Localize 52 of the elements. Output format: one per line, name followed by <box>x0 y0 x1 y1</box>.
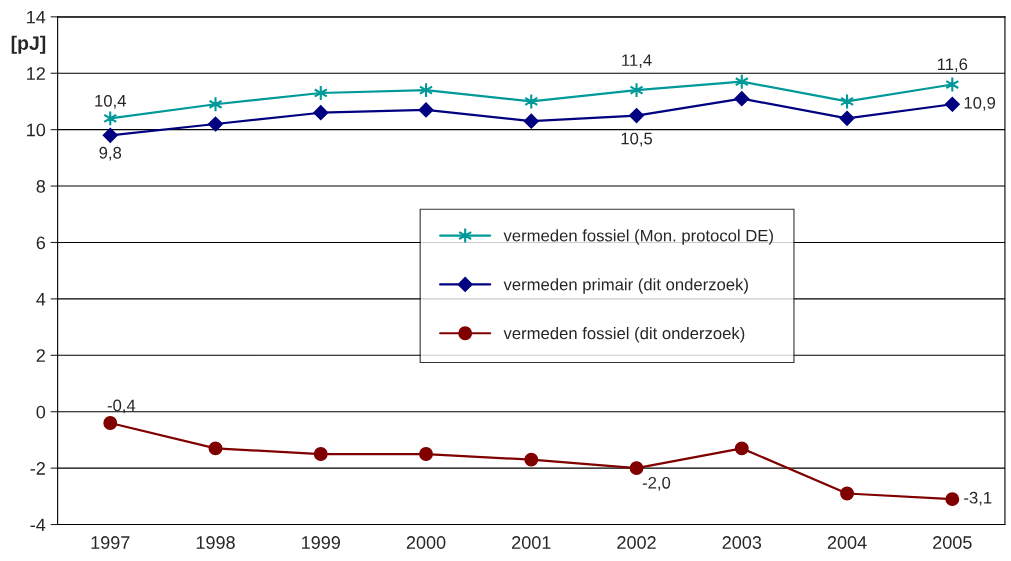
y-tick-label: -2 <box>30 462 45 475</box>
x-tick-label: 1998 <box>196 536 235 549</box>
point <box>208 441 223 456</box>
x-tick-label: 1997 <box>91 536 130 549</box>
x-tick-label: 2004 <box>827 536 867 549</box>
y-tick-label: 4 <box>36 293 46 306</box>
y-tick-label: -4 <box>30 518 46 532</box>
point <box>629 82 644 99</box>
data-label: 11,6 <box>937 58 968 73</box>
point <box>839 110 855 126</box>
point <box>523 113 539 129</box>
y-tick-label: 12 <box>27 67 45 80</box>
point <box>944 96 960 112</box>
x-tick-label: 2002 <box>617 536 656 549</box>
y-tick-label: 0 <box>36 405 46 419</box>
point <box>313 105 329 121</box>
point <box>524 452 539 467</box>
y-tick-label: 14 <box>27 10 46 24</box>
data-label: 11,4 <box>622 54 652 69</box>
x-tick-label: 2003 <box>722 536 762 549</box>
point <box>103 416 118 430</box>
y-tick-label: 10 <box>27 123 46 137</box>
y-tick-label: 6 <box>36 236 46 250</box>
legend-label: vermeden fossiel (dit onderzoek) <box>503 327 745 343</box>
data-label: -3,1 <box>964 491 992 506</box>
point <box>734 91 750 107</box>
x-tick-label: 2005 <box>933 536 972 549</box>
point <box>208 96 223 113</box>
point <box>945 492 960 507</box>
point <box>313 447 328 461</box>
legend-label: vermeden primair (dit onderzoek) <box>503 278 748 294</box>
data-label: 10,5 <box>621 132 653 147</box>
x-tick-label: 1999 <box>302 536 340 549</box>
point <box>102 127 118 143</box>
y-axis-title: [pJ] <box>11 35 46 54</box>
legend-label: vermeden fossiel (Mon. protocol DE) <box>503 229 773 245</box>
point <box>207 116 224 132</box>
point <box>734 441 749 456</box>
data-label: -2,0 <box>642 476 671 491</box>
y-tick-label: 2 <box>36 349 45 362</box>
point <box>418 102 434 118</box>
x-tick-label: 2000 <box>406 536 446 549</box>
data-label: 10,9 <box>964 96 996 111</box>
data-label: -0,4 <box>107 399 136 414</box>
data-label: 9,8 <box>99 146 122 161</box>
y-tick-label: 8 <box>36 180 46 193</box>
x-tick-label: 2001 <box>512 536 551 549</box>
point <box>628 107 645 124</box>
point <box>419 447 433 461</box>
data-label: 10,4 <box>95 94 126 109</box>
point <box>629 461 644 476</box>
point <box>840 486 854 501</box>
